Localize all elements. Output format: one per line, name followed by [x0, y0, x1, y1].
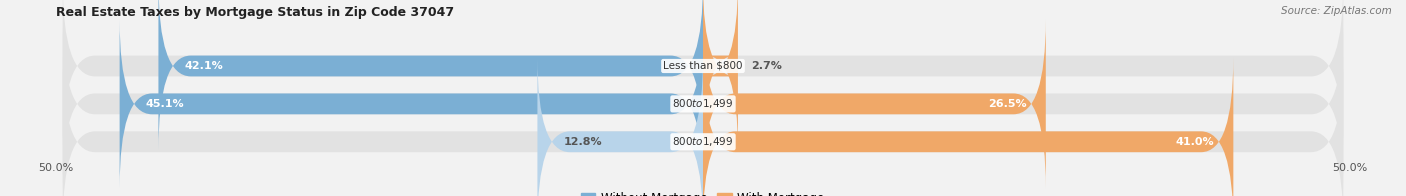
Text: 12.8%: 12.8% [564, 137, 602, 147]
FancyBboxPatch shape [120, 20, 703, 188]
FancyBboxPatch shape [63, 57, 1343, 196]
FancyBboxPatch shape [63, 20, 1343, 188]
FancyBboxPatch shape [63, 0, 1343, 150]
Legend: Without Mortgage, With Mortgage: Without Mortgage, With Mortgage [576, 187, 830, 196]
Text: 42.1%: 42.1% [184, 61, 224, 71]
Text: $800 to $1,499: $800 to $1,499 [672, 135, 734, 148]
FancyBboxPatch shape [537, 57, 703, 196]
FancyBboxPatch shape [159, 0, 703, 150]
Text: 2.7%: 2.7% [751, 61, 782, 71]
Text: 41.0%: 41.0% [1175, 137, 1213, 147]
FancyBboxPatch shape [703, 0, 738, 150]
FancyBboxPatch shape [703, 20, 1046, 188]
Text: 45.1%: 45.1% [145, 99, 184, 109]
FancyBboxPatch shape [703, 57, 1233, 196]
Text: 26.5%: 26.5% [988, 99, 1026, 109]
Text: Less than $800: Less than $800 [664, 61, 742, 71]
Text: $800 to $1,499: $800 to $1,499 [672, 97, 734, 110]
Text: Real Estate Taxes by Mortgage Status in Zip Code 37047: Real Estate Taxes by Mortgage Status in … [56, 6, 454, 19]
Text: Source: ZipAtlas.com: Source: ZipAtlas.com [1281, 6, 1392, 16]
